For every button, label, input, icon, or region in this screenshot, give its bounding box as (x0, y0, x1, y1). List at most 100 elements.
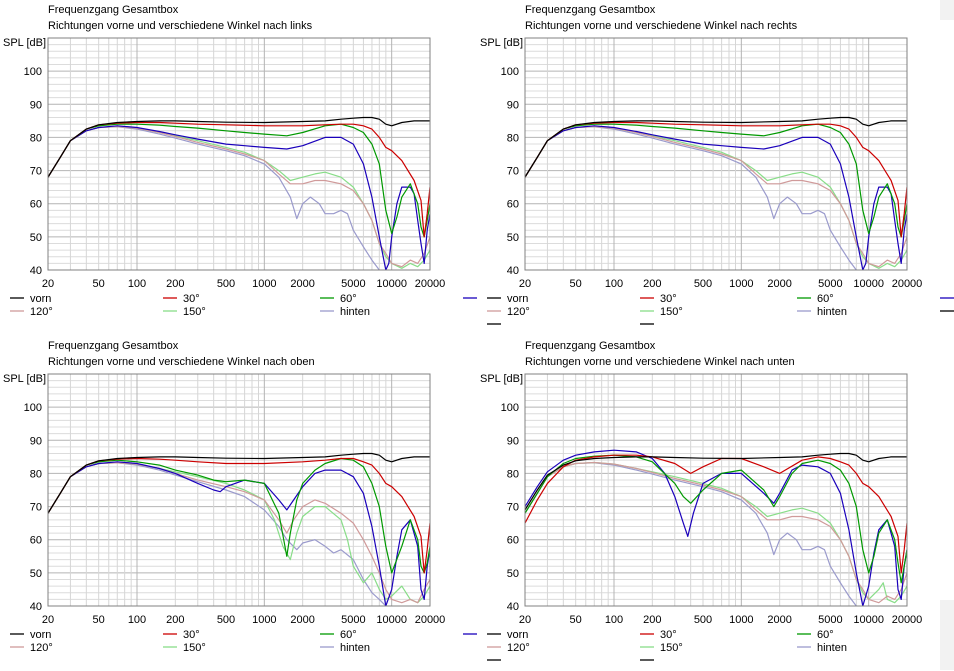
series-line (48, 123, 430, 238)
y-axis-label: SPL [dB] (3, 37, 47, 49)
legend-label: 60° (340, 293, 357, 305)
y-tick-label: 70 (507, 166, 519, 178)
frequency-response-chart: 40 50 60 70 80 90 100 20 50 100 200 500 1000 2000 5000… (487, 37, 954, 325)
y-tick-label: 60 (507, 199, 519, 211)
legend-label: hinten (340, 642, 370, 654)
legend-label: 60° (340, 629, 357, 641)
legend-label: 150° (660, 642, 683, 654)
series-group (48, 116, 430, 270)
series-group (525, 449, 907, 606)
y-tick-label: 50 (30, 232, 42, 244)
y-tick-label: 40 (507, 601, 519, 613)
frequency-response-chart: 40 50 60 70 80 90 100 20 50 100 200 500 1000 2000 5000… (487, 373, 954, 661)
y-tick-label: 80 (507, 468, 519, 480)
series-group (525, 116, 907, 270)
x-tick-label: 5000 (341, 614, 365, 626)
y-tick-label: 60 (30, 535, 42, 547)
chart-title: Frequenzgang Gesamtbox (525, 4, 656, 16)
y-tick-label: 70 (30, 166, 42, 178)
x-tick-label: 20 (42, 614, 54, 626)
x-tick-label: 50 (93, 614, 105, 626)
x-tick-label: 200 (643, 278, 661, 290)
window-edge (940, 600, 954, 670)
y-tick-label: 80 (507, 132, 519, 144)
chart-panel-links: Frequenzgang Gesamtbox Richtungen vorne … (0, 0, 477, 335)
series-line (525, 452, 907, 511)
x-tick-label: 50 (570, 278, 582, 290)
x-tick-label: 1000 (729, 614, 753, 626)
y-axis-label: SPL [dB] (480, 37, 524, 49)
x-tick-label: 500 (694, 614, 712, 626)
x-tick-label: 200 (166, 278, 184, 290)
chart-panel-unten: Frequenzgang Gesamtbox Richtungen vorne … (477, 336, 954, 671)
series-line (48, 116, 430, 178)
x-tick-label: 2000 (767, 614, 791, 626)
legend-label: 120° (507, 306, 530, 318)
x-tick-label: 20000 (415, 614, 446, 626)
x-tick-label: 20 (519, 614, 531, 626)
x-tick-label: 10000 (376, 278, 407, 290)
legend-label: 120° (507, 642, 530, 654)
series-line (525, 454, 907, 574)
y-tick-label: 40 (507, 265, 519, 277)
y-tick-label: 100 (24, 66, 42, 78)
x-tick-label: 500 (694, 278, 712, 290)
x-tick-label: 100 (605, 614, 623, 626)
legend-label: 60° (817, 629, 834, 641)
chart-subtitle: Richtungen vorne und verschiedene Winkel… (48, 20, 313, 32)
chart-title: Frequenzgang Gesamtbox (525, 340, 656, 352)
y-axis-label: SPL [dB] (480, 373, 524, 385)
plot-frame (47, 373, 431, 607)
legend-label: 150° (660, 306, 683, 318)
y-tick-label: 100 (501, 402, 519, 414)
x-tick-label: 100 (128, 278, 146, 290)
y-tick-label: 60 (507, 535, 519, 547)
y-tick-label: 40 (30, 601, 42, 613)
legend-label: 120° (30, 642, 53, 654)
legend-label: hinten (817, 642, 847, 654)
legend-label: 150° (183, 306, 206, 318)
x-tick-label: 2000 (290, 614, 314, 626)
x-tick-label: 200 (166, 614, 184, 626)
y-tick-label: 50 (507, 568, 519, 580)
legend-label: hinten (340, 306, 370, 318)
chart-panel-oben: Frequenzgang Gesamtbox Richtungen vorne … (0, 336, 477, 671)
x-tick-label: 50 (570, 614, 582, 626)
legend-label: vorn (507, 629, 528, 641)
x-tick-label: 5000 (341, 278, 365, 290)
legend-label: 60° (817, 293, 834, 305)
x-tick-label: 2000 (290, 278, 314, 290)
plot-frame (524, 37, 908, 271)
series-line (525, 461, 907, 604)
x-tick-label: 500 (217, 614, 235, 626)
y-tick-label: 90 (30, 99, 42, 111)
series-group (48, 452, 430, 606)
x-tick-label: 50 (93, 278, 105, 290)
y-tick-label: 90 (507, 435, 519, 447)
y-tick-label: 60 (30, 199, 42, 211)
chart-panel-rechts: Frequenzgang Gesamtbox Richtungen vorne … (477, 0, 954, 335)
series-line (48, 457, 430, 574)
x-tick-label: 100 (605, 278, 623, 290)
legend-label: 30° (660, 293, 677, 305)
x-tick-label: 20 (519, 278, 531, 290)
chart-subtitle: Richtungen vorne und verschiedene Winkel… (48, 356, 315, 368)
x-tick-label: 200 (643, 614, 661, 626)
y-tick-label: 100 (24, 402, 42, 414)
series-line (48, 462, 430, 604)
legend-label: vorn (30, 293, 51, 305)
y-axis-label: SPL [dB] (3, 373, 47, 385)
legend-label: hinten (817, 306, 847, 318)
x-tick-label: 5000 (818, 278, 842, 290)
y-tick-label: 80 (30, 468, 42, 480)
y-tick-label: 50 (507, 232, 519, 244)
chart-title: Frequenzgang Gesamtbox (48, 340, 179, 352)
legend-label: 30° (183, 293, 200, 305)
legend-label: vorn (507, 293, 528, 305)
y-tick-label: 100 (501, 66, 519, 78)
legend-label: 30° (660, 629, 677, 641)
window-edge (940, 0, 954, 20)
y-tick-label: 80 (30, 132, 42, 144)
plot-frame (524, 373, 908, 607)
x-tick-label: 10000 (853, 614, 884, 626)
